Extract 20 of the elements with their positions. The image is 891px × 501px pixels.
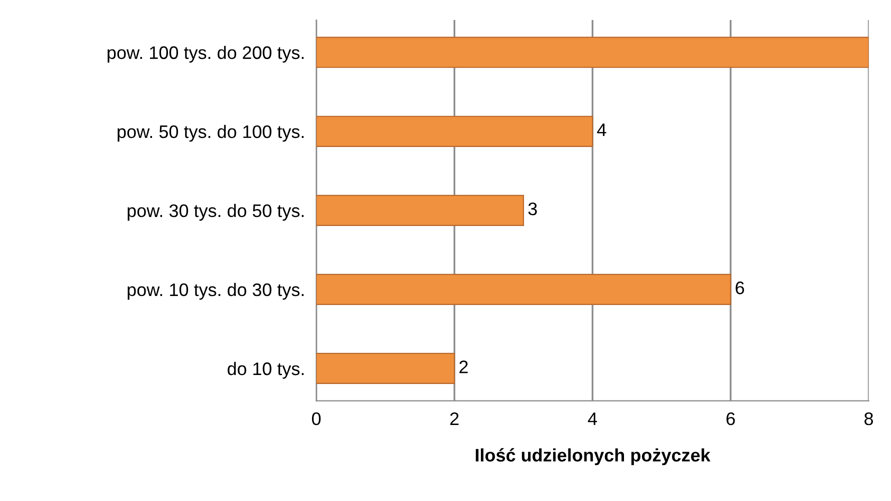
data-label: 4 bbox=[597, 124, 606, 136]
data-label: 6 bbox=[736, 282, 744, 294]
bar bbox=[316, 274, 732, 306]
y-tick-label: pow. 30 tys. do 50 tys. bbox=[128, 204, 304, 221]
y-tick-label: pow. 10 tys. do 30 tys. bbox=[128, 282, 304, 300]
x-tick-label: 0 bbox=[312, 412, 321, 426]
bar bbox=[316, 36, 869, 68]
bar bbox=[316, 194, 524, 226]
y-tick-label: pow. 50 tys. do 100 tys. bbox=[118, 124, 304, 142]
data-label: 2 bbox=[459, 360, 468, 374]
y-tick-label: pow. 100 tys. do 200 tys. bbox=[108, 46, 304, 63]
x-axis-title: Ilość udzielonych pożyczek bbox=[476, 448, 710, 466]
y-tick-label: do 10 tys. bbox=[228, 362, 304, 379]
x-tick-label: 4 bbox=[588, 412, 598, 425]
x-tick-label: 8 bbox=[864, 412, 873, 426]
x-tick-label: 6 bbox=[726, 412, 735, 426]
bar bbox=[316, 352, 455, 384]
x-tick-label: 2 bbox=[450, 412, 459, 425]
bar bbox=[316, 116, 594, 147]
data-label: 3 bbox=[528, 202, 537, 216]
